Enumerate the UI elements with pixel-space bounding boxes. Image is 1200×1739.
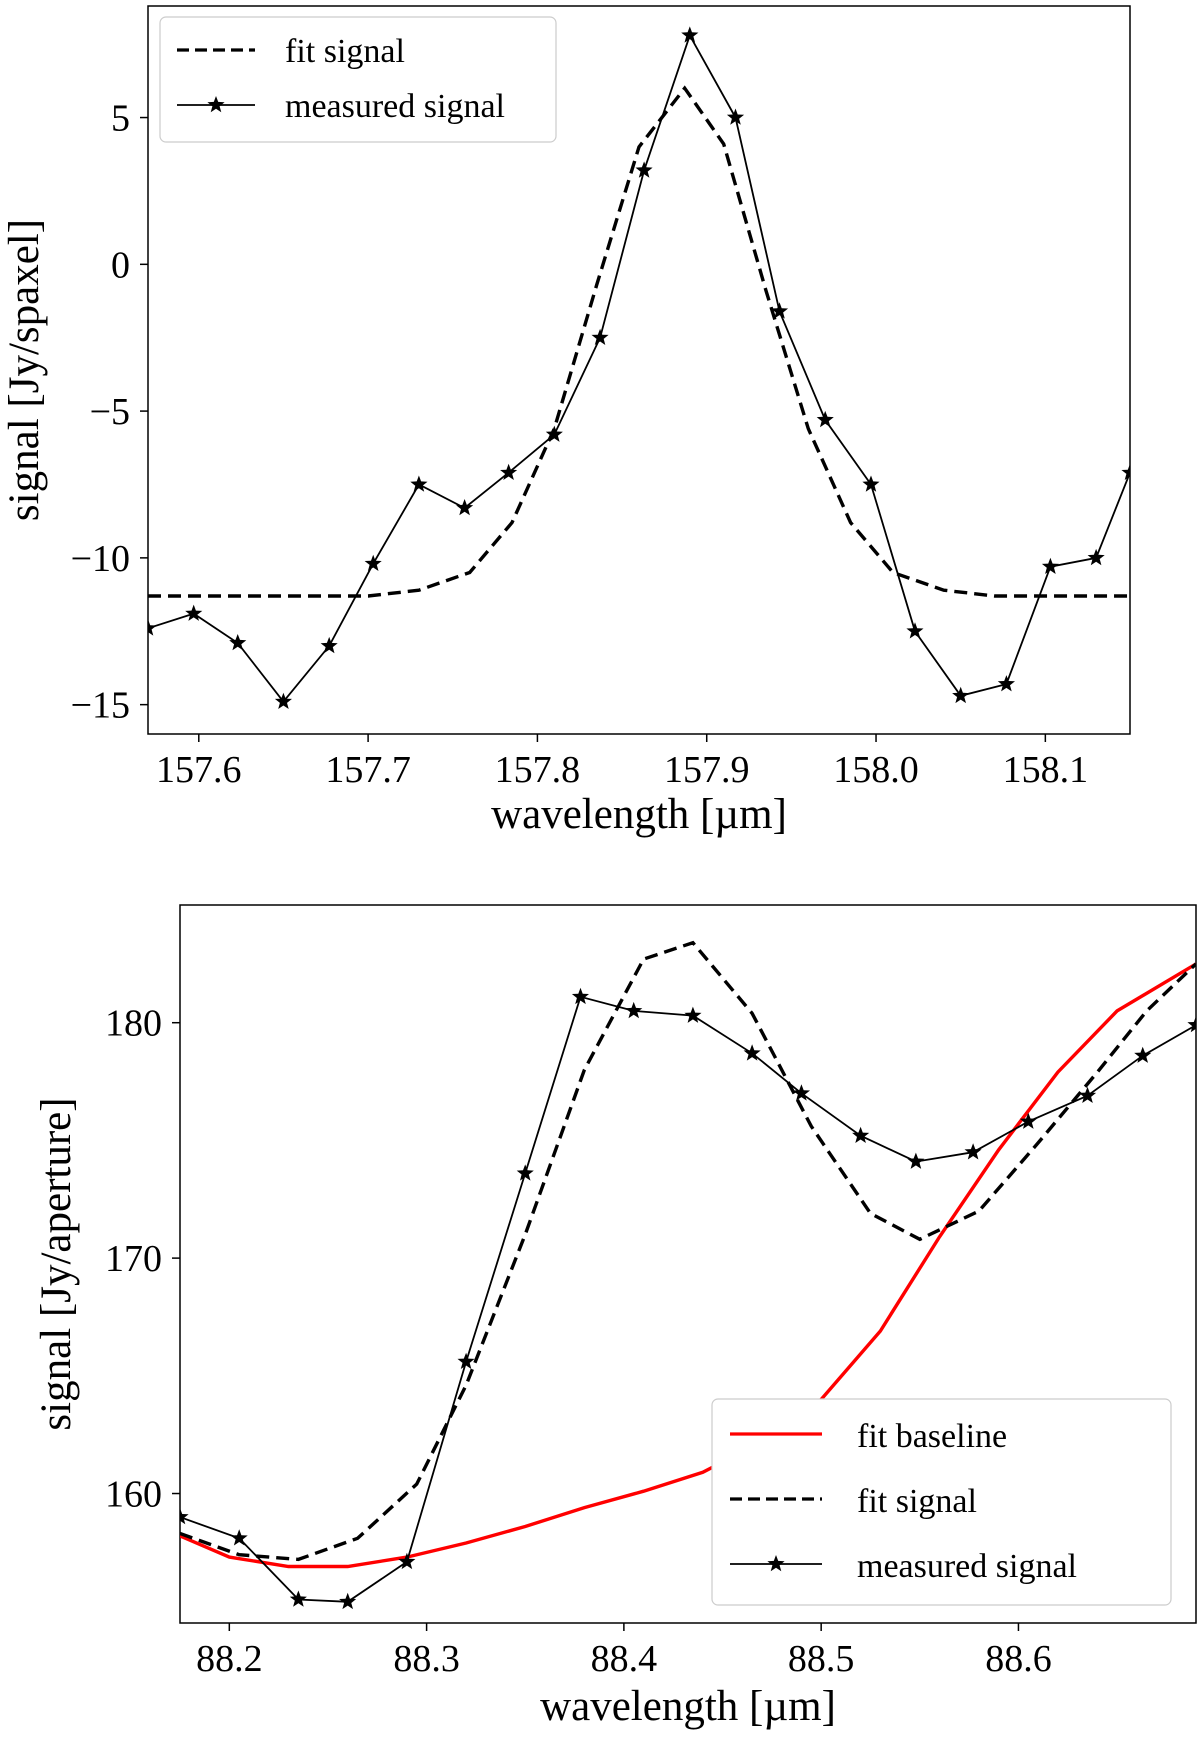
- data-point-star: [625, 1001, 643, 1019]
- x-tick-label: 88.4: [591, 1638, 658, 1680]
- data-point-star: [516, 1164, 534, 1181]
- series-line-fit-baseline: [180, 962, 1196, 1569]
- data-point-star: [571, 987, 589, 1005]
- data-point-star: [398, 1552, 416, 1570]
- data-point-star: [1078, 1086, 1097, 1103]
- data-point-star: [1019, 1112, 1037, 1129]
- y-tick-label: −10: [71, 538, 130, 580]
- data-point-star: [500, 463, 518, 480]
- y-tick-label: 0: [111, 244, 130, 286]
- data-point-star: [952, 686, 970, 704]
- x-tick-label: 157.9: [664, 749, 750, 791]
- data-point-star: [230, 1529, 248, 1546]
- legend-star-marker: [207, 96, 225, 113]
- data-point-star: [339, 1592, 357, 1610]
- data-point-star: [684, 1006, 702, 1023]
- plot-area-frame: [147, 5, 1131, 735]
- legend: fit signal measured signal: [159, 16, 557, 143]
- x-tick-label: 158.0: [833, 749, 919, 791]
- y-tick-label: 5: [111, 98, 130, 140]
- x-axis-ticks: 157.6 157.7 157.8 157.9 158.0 158.1: [156, 734, 1088, 791]
- star-icon: [767, 1555, 785, 1572]
- x-axis-label: wavelength [µm]: [540, 1683, 836, 1730]
- y-axis-ticks: −15 −10 −5 0 5: [71, 98, 148, 727]
- data-point-star: [1087, 548, 1105, 566]
- x-tick-label: 88.5: [788, 1638, 855, 1680]
- data-point-star: [148, 619, 157, 636]
- data-point-star: [185, 604, 203, 621]
- y-tick-label: −15: [71, 685, 130, 727]
- y-tick-label: 180: [105, 1003, 162, 1045]
- x-tick-label: 88.6: [985, 1638, 1052, 1680]
- star-icon: [207, 96, 225, 113]
- x-tick-label: 157.8: [495, 749, 581, 791]
- data-point-star: [635, 161, 653, 178]
- data-point-star: [1121, 463, 1130, 480]
- y-tick-label: 170: [105, 1238, 162, 1280]
- x-tick-label: 157.6: [156, 749, 242, 791]
- data-point-star: [964, 1143, 982, 1160]
- legend-label-fit-signal: fit signal: [285, 33, 405, 70]
- legend-label-measured-signal: measured signal: [285, 88, 505, 125]
- legend-box: [711, 1398, 1172, 1606]
- y-axis-label: signal [Jy/spaxel]: [1, 219, 48, 521]
- data-point-star: [726, 108, 745, 125]
- legend: fit baseline fit signal measured signal: [711, 1398, 1172, 1606]
- x-tick-label: 88.2: [196, 1638, 263, 1680]
- data-point-star: [180, 1508, 189, 1525]
- data-point-star: [1187, 1016, 1196, 1033]
- data-point-star: [289, 1590, 307, 1607]
- data-point-star: [997, 675, 1015, 692]
- data-point-star: [852, 1126, 870, 1143]
- series-layer: [180, 940, 1196, 1610]
- data-point-star: [229, 634, 247, 651]
- x-axis-ticks: 88.2 88.3 88.4 88.5 88.6: [196, 1623, 1052, 1680]
- x-axis-label: wavelength [µm]: [491, 791, 787, 838]
- data-point-star: [456, 499, 474, 516]
- legend-star-marker: [767, 1555, 785, 1572]
- data-point-star: [457, 1352, 475, 1369]
- x-tick-label: 157.7: [325, 749, 411, 791]
- data-point-star: [1134, 1046, 1152, 1063]
- data-point-star: [681, 26, 699, 43]
- y-tick-label: −5: [90, 391, 130, 433]
- data-point-star: [591, 328, 609, 345]
- y-axis-label: signal [Jy/aperture]: [33, 1097, 80, 1430]
- data-point-star: [274, 692, 292, 709]
- plot-area-frame: [179, 904, 1197, 1624]
- data-point-star: [364, 554, 382, 571]
- chart-top: 157.6 157.7 157.8 157.9 158.0 158.1 −15 −10 −5 0…: [1, 5, 1131, 838]
- data-point-star: [545, 425, 563, 442]
- chart-bottom: 88.2 88.3 88.4 88.5 88.6 160 170 180 wavelengt…: [33, 904, 1197, 1730]
- legend-label-fit-signal: fit signal: [857, 1483, 977, 1520]
- series-line-fit-signal: [180, 940, 1196, 1562]
- series-layer: [148, 26, 1130, 709]
- data-point-star: [1041, 557, 1059, 574]
- data-point-star: [743, 1044, 761, 1061]
- legend-label-fit-baseline: fit baseline: [857, 1418, 1007, 1455]
- data-point-star: [907, 1152, 925, 1169]
- data-point-star: [410, 475, 428, 492]
- data-point-star: [816, 410, 834, 428]
- data-point-star: [792, 1084, 810, 1101]
- data-point-star: [771, 302, 789, 319]
- x-tick-label: 158.1: [1003, 749, 1089, 791]
- legend-label-measured-signal: measured signal: [857, 1548, 1077, 1585]
- y-axis-ticks: 160 170 180: [105, 1003, 180, 1516]
- x-tick-label: 88.3: [393, 1638, 460, 1680]
- data-point-star: [862, 475, 880, 492]
- series-line-fit-signal: [148, 85, 1130, 598]
- legend-box: [159, 16, 557, 143]
- y-tick-label: 160: [105, 1474, 162, 1516]
- data-point-star: [906, 622, 924, 639]
- data-point-star: [320, 636, 338, 654]
